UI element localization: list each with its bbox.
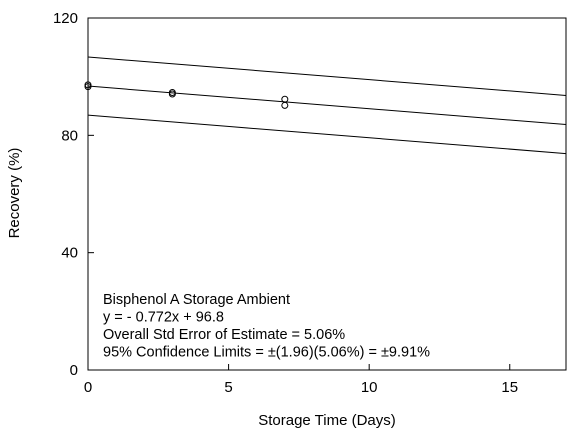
y-tick-label: 80 <box>61 127 78 144</box>
plot-frame <box>87 17 567 371</box>
lower-confidence-limit-line <box>87 114 567 155</box>
y-tick-label: 0 <box>70 362 78 379</box>
upper-confidence-limit-line <box>87 56 567 96</box>
x-axis-label: Storage Time (Days) <box>258 412 396 429</box>
x-tick-label: 5 <box>224 379 232 396</box>
data-point <box>84 83 92 91</box>
x-tick-label: 10 <box>361 379 378 396</box>
annotation-line: Bisphenol A Storage Ambient <box>103 292 290 308</box>
data-point <box>281 95 289 103</box>
y-axis-label: Recovery (%) <box>6 148 23 239</box>
regression-line <box>87 85 567 126</box>
data-point <box>168 90 176 98</box>
annotation-line: Overall Std Error of Estimate = 5.06% <box>103 327 345 343</box>
y-tick-label: 120 <box>53 10 78 27</box>
x-tick-label: 15 <box>501 379 518 396</box>
annotation-line: 95% Confidence Limits = ±(1.96)(5.06%) =… <box>103 345 430 361</box>
annotation-line: y = - 0.772x + 96.8 <box>103 310 224 326</box>
y-tick-label: 40 <box>61 245 78 262</box>
x-tick-label: 0 <box>84 379 92 396</box>
data-point <box>281 101 289 109</box>
